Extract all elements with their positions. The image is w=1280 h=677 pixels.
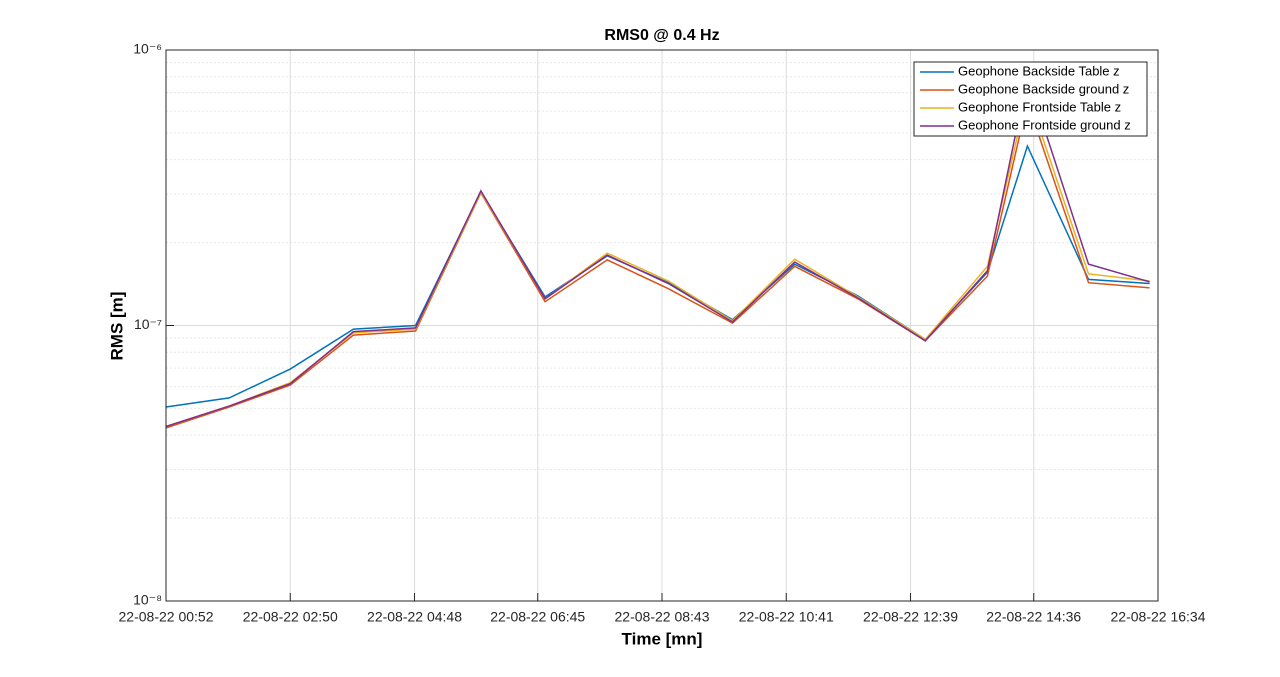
y-axis-label: RMS [m] <box>107 292 126 361</box>
x-tick-label: 22-08-22 06:45 <box>490 609 585 625</box>
x-tick-label: 22-08-22 04:48 <box>367 609 462 625</box>
y-tick-label: 10⁻⁷ <box>134 316 162 332</box>
y-tick-label: 10⁻⁶ <box>133 41 162 57</box>
ticks: 10⁻⁸ 10⁻⁷ 10⁻⁶ 22-08-22 00:52 22-08-22 02:50… <box>119 41 1206 625</box>
chart-title: RMS0 @ 0.4 Hz <box>604 27 719 44</box>
legend-label: Geophone Backside ground z <box>958 81 1129 96</box>
legend-label: Geophone Frontside ground z <box>958 117 1131 132</box>
y-tick-label: 10⁻⁸ <box>133 592 162 608</box>
series-line <box>165 143 1150 408</box>
x-tick-label: 22-08-22 14:36 <box>986 609 1081 625</box>
x-tick-label: 22-08-22 08:43 <box>615 609 710 625</box>
lines <box>165 73 1150 429</box>
x-axis-label: Time [mn] <box>622 629 703 648</box>
x-tick-label: 22-08-22 10:41 <box>739 609 834 625</box>
series-line <box>165 73 1150 428</box>
legend-label: Geophone Backside Table z <box>958 63 1120 78</box>
legend-label: Geophone Frontside Table z <box>958 99 1121 114</box>
legend-box <box>913 61 1148 137</box>
series-line <box>165 98 1150 429</box>
x-tick-label: 22-08-22 16:34 <box>1111 609 1206 625</box>
x-tick-label: 22-08-22 02:50 <box>243 609 338 625</box>
legend: Geophone Backside Table z Geophone Backsi… <box>913 61 1148 137</box>
x-tick-label: 22-08-22 00:52 <box>119 609 214 625</box>
x-tick-label: 22-08-22 12:39 <box>863 609 958 625</box>
